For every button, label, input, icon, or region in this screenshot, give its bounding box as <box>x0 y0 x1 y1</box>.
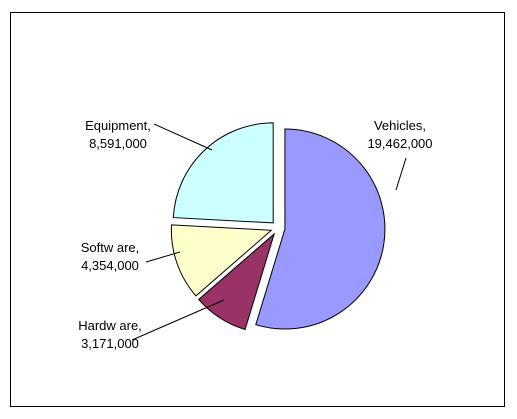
data-label-category: Hardw are, <box>78 318 142 333</box>
data-label-category: Softw are, <box>81 240 140 255</box>
leader-line-hardw-are <box>131 299 225 341</box>
pie-slice-hardw-are <box>197 232 276 331</box>
labels-layer: Vehicles, 19,462,000 Hardw are, 3,171,000 So… <box>78 118 432 351</box>
data-label-equipment: Equipment, 8,591,000 <box>85 118 151 151</box>
data-label-category: Vehicles, <box>374 118 426 133</box>
pie-slice-softw-are <box>170 224 273 297</box>
data-label-category: Equipment, <box>85 118 151 133</box>
data-label-value: 8,591,000 <box>89 136 147 151</box>
pie-slice-vehicles <box>255 128 386 330</box>
data-label-vehicles: Vehicles, 19,462,000 <box>367 118 432 151</box>
data-label-value: 19,462,000 <box>367 136 432 151</box>
leader-line-equipment <box>153 123 213 151</box>
slices-layer <box>170 122 386 331</box>
leader-lines-layer <box>131 123 407 341</box>
leader-line-vehicles <box>395 157 407 191</box>
data-label-hardw-are: Hardw are, 3,171,000 <box>78 318 142 351</box>
leader-line-softw-are <box>145 251 181 263</box>
data-label-value: 3,171,000 <box>81 336 139 351</box>
pie-slice-equipment <box>172 122 274 224</box>
data-label-softw-are: Softw are, 4,354,000 <box>81 240 140 273</box>
data-label-value: 4,354,000 <box>81 258 139 273</box>
